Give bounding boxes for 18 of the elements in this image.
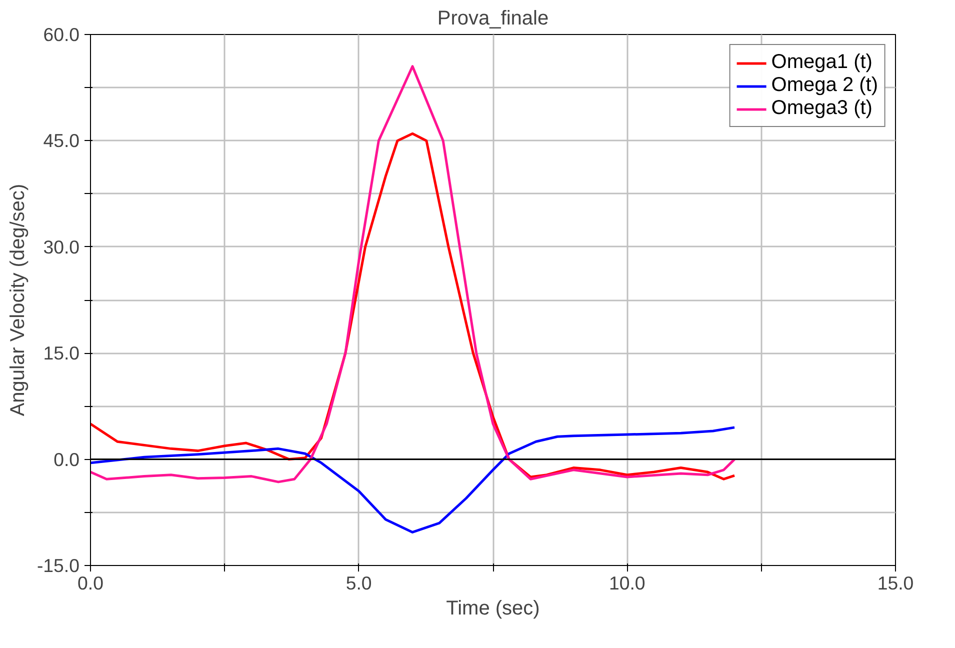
y-tick-label: 0.0 [54,448,80,470]
legend-label: Omega3 (t) [771,97,872,120]
legend-label: Omega1 (t) [771,51,872,74]
text: 0.0 [78,572,104,594]
x-tick-label: 10.0 [609,572,646,594]
chart-title: Prova_finale [437,8,549,30]
y-tick-label: -15.0 [36,555,80,576]
line-series [90,426,736,534]
legend-label: Omega 2 (t) [771,74,878,97]
line-series [90,65,736,484]
y-tick-label: 60.0 [43,24,80,45]
x-tick-label: 5.0 [346,572,372,594]
x-axis-title: Time (sec) [446,598,540,620]
y-axis-title: Angular Velocity (deg/sec) [6,184,29,416]
x-tick-label: 15.0 [877,572,914,594]
y-tick-label: 45.0 [43,130,80,152]
y-tick-label: 30.0 [43,236,80,258]
y-tick-label: 15.0 [43,342,80,364]
